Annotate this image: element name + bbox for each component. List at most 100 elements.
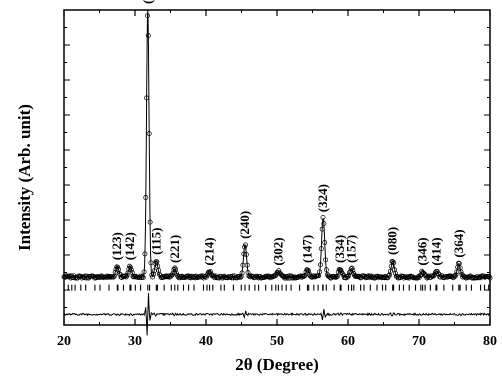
observed-point [143,195,149,200]
observed-point [244,262,250,268]
observed-point [243,252,249,257]
observed-point [446,273,452,279]
y-axis-title: Intensity (Arb. unit) [15,104,34,251]
observed-point [139,274,145,280]
observed-point [145,13,150,19]
observed-point [146,131,152,137]
peak-label: (364) [451,229,466,257]
observed-point [300,273,306,279]
observed-point [128,267,134,273]
peak-label: (157) [344,235,359,263]
peak-label: (123) [109,232,124,260]
observed-point [243,242,248,248]
y-axis-ticks [64,9,490,326]
observed-point [286,273,292,279]
observed-point [139,275,144,280]
observed-point [271,273,277,279]
observed-point [456,261,462,266]
observed-point [126,266,132,272]
observed-point [145,33,151,39]
observed-point [341,272,346,278]
observed-point [429,273,435,279]
observed-point [124,272,130,278]
observed-point [62,274,68,280]
observed-point [201,275,207,281]
x-tick-label: 60 [341,334,355,349]
observed-point [170,270,176,276]
observed-point [108,274,114,280]
observed-point [203,274,209,280]
peak-label: (346) [415,237,430,265]
observed-point [331,274,337,280]
observed-point [301,273,307,279]
observed-point [237,274,242,279]
observed-point [323,257,329,263]
observed-point [140,275,146,280]
x-tick-label: 30 [128,334,142,349]
observed-point [318,262,323,268]
observed-point [111,273,117,279]
observed-point [235,274,241,279]
observed-point [390,259,396,265]
observed-point [305,267,311,273]
x-axis-title: 2θ (Degree) [235,355,319,374]
observed-point [421,270,426,276]
observed-point [112,270,118,275]
x-tick-label: 40 [199,334,213,349]
peak-label: (221) [167,235,182,263]
peak-label: (115) [148,227,163,254]
observed-point [237,275,243,281]
peak-label: (142) [122,232,137,260]
observed-point [281,274,287,280]
x-axis-ticks: 20 30 40 50 60 70 80 [57,10,497,349]
observed-point [144,95,150,101]
observed-point [306,268,311,274]
observed-point [242,244,248,250]
observed-point [338,267,344,273]
x-tick-label: 70 [412,334,426,349]
observed-point [322,240,328,245]
observed-point [147,219,153,225]
observed-point [239,270,245,276]
observed-point [391,260,397,266]
peak-label: (147) [300,235,315,263]
observed-point [328,275,334,281]
x-tick-label: 80 [483,334,497,349]
observed-point [168,274,173,280]
observed-point [387,268,393,274]
observed-point [208,269,213,275]
observed-point [319,226,325,232]
observed-point [254,273,260,279]
observed-point [206,269,212,275]
peak-labels: (040) (123)(142) (115) (221) (214) (240) (302)… [109,0,466,266]
observed-point [317,269,323,275]
x-tick-label: 50 [270,334,284,349]
peak-label: (080) [385,227,400,255]
observed-point [320,214,326,220]
observed-point [350,267,356,273]
peak-label: (414) [429,237,444,265]
peak-label: (214) [202,237,217,265]
observed-point [323,267,329,273]
difference-curve-line [63,293,490,336]
observed-point [453,272,459,278]
observed-point [302,272,308,278]
observed-point [238,273,244,279]
peak-label: (040) [140,0,155,4]
x-tick-label: 20 [57,334,71,349]
peak-label: (324) [315,184,330,212]
observed-point [128,264,133,270]
observed-point [151,271,156,277]
observed-point [137,274,143,280]
observed-point [241,251,247,257]
observed-point [141,269,147,275]
bragg-position-ticks [67,284,490,291]
observed-point [207,270,213,276]
observed-point [332,274,338,280]
observed-point [110,274,116,280]
observed-point [318,246,324,252]
observed-point [142,251,148,257]
observed-point [345,274,351,280]
